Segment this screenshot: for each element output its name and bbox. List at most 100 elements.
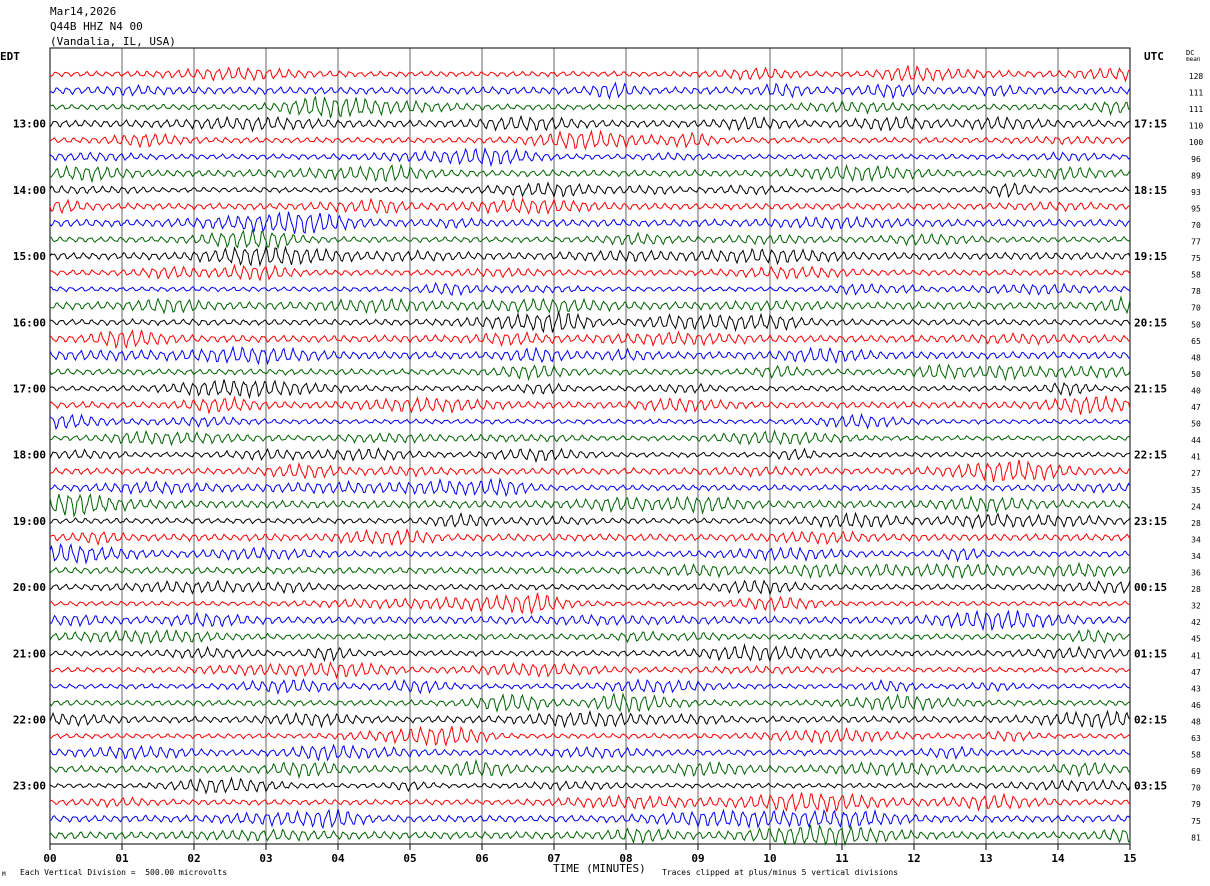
seismic-trace	[49, 263, 1131, 282]
station-code: Q44B HHZ N4 00	[50, 20, 143, 33]
dc-offset-label: 50	[1191, 370, 1201, 379]
seismic-trace	[49, 146, 1131, 168]
left-hour-label: 19:00	[13, 515, 46, 528]
seismic-trace	[49, 758, 1131, 779]
seismic-trace	[49, 394, 1131, 415]
right-hour-label: 17:15	[1134, 118, 1167, 131]
dc-offset-label: 65	[1191, 337, 1201, 346]
seismic-trace	[49, 561, 1131, 580]
dc-offset-label: 48	[1191, 717, 1201, 726]
dc-offset-label: 110	[1189, 122, 1204, 131]
left-hour-label: 15:00	[13, 250, 46, 263]
dc-offset-label: 50	[1191, 320, 1201, 329]
seismic-trace	[49, 412, 1131, 431]
seismic-trace	[49, 642, 1131, 663]
dc-offset-label: 58	[1191, 751, 1201, 760]
x-tick-label: 10	[763, 852, 776, 865]
dc-offset-label: 34	[1191, 552, 1201, 561]
dc-offset-label: 32	[1191, 602, 1201, 611]
dc-offset-label: 89	[1191, 171, 1201, 180]
dc-offset-label: 47	[1191, 668, 1201, 677]
dc-offset-label: 111	[1189, 105, 1204, 114]
dc-offset-label: 41	[1191, 453, 1201, 462]
right-hour-label: 19:15	[1134, 250, 1167, 263]
seismic-trace	[49, 459, 1131, 483]
x-tick-label: 00	[43, 852, 56, 865]
seismic-trace	[49, 678, 1131, 696]
right-hour-label: 01:15	[1134, 647, 1167, 660]
right-hour-label: 03:15	[1134, 780, 1167, 793]
seismic-trace	[49, 692, 1131, 714]
seismic-trace	[49, 609, 1131, 632]
dc-offset-label: 63	[1191, 734, 1201, 743]
seismic-trace	[49, 295, 1131, 315]
x-tick-label: 08	[619, 852, 632, 865]
seismic-trace	[49, 511, 1131, 530]
left-hour-label: 17:00	[13, 382, 46, 395]
seismic-trace	[49, 579, 1131, 596]
dc-offset-label: 48	[1191, 353, 1201, 362]
dc-offset-label: 24	[1191, 502, 1201, 511]
seismic-trace	[49, 808, 1131, 830]
seismic-trace	[49, 81, 1131, 100]
right-hour-label: 00:15	[1134, 581, 1167, 594]
dc-offset-label: 96	[1191, 155, 1201, 164]
x-tick-label: 14	[1051, 852, 1065, 865]
seismic-trace	[49, 163, 1131, 184]
x-tick-label: 15	[1123, 852, 1136, 865]
seismic-trace	[49, 493, 1131, 518]
station-location: (Vandalia, IL, USA)	[50, 35, 176, 48]
x-tick-label: 01	[115, 852, 129, 865]
seismic-trace	[49, 527, 1131, 547]
seismic-trace	[49, 245, 1131, 267]
record-date: Mar14,2026	[50, 5, 117, 18]
dc-offset-label: 41	[1191, 651, 1201, 660]
left-hour-label: 21:00	[13, 647, 46, 660]
dc-offset-label: 75	[1191, 817, 1201, 826]
dc-offset-label: 34	[1191, 535, 1201, 544]
seismic-trace	[49, 429, 1131, 447]
dc-offset-label: 75	[1191, 254, 1201, 263]
seismic-trace	[49, 114, 1131, 133]
dc-offset-label: 40	[1191, 386, 1201, 395]
seismic-trace	[49, 592, 1131, 615]
seismic-trace	[49, 447, 1131, 464]
x-tick-label: 04	[331, 852, 345, 865]
seismic-trace	[49, 628, 1131, 645]
x-tick-label: 06	[475, 852, 489, 865]
seismic-trace	[49, 211, 1131, 235]
dc-offset-label: 50	[1191, 420, 1201, 429]
x-tick-label: 13	[979, 852, 992, 865]
dc-offset-label: 100	[1189, 138, 1204, 147]
dc-offset-label: 70	[1191, 304, 1201, 313]
seismic-trace	[50, 311, 1131, 334]
scale-note: Each Vertical Division = 500.00 microvol…	[20, 868, 228, 877]
dc-offset-label: 95	[1191, 204, 1201, 213]
seismic-trace	[49, 181, 1131, 199]
seismic-trace	[49, 824, 1131, 847]
left-hour-label: 20:00	[13, 581, 46, 594]
left-hour-label: 14:00	[13, 184, 46, 197]
dc-offset-label: 111	[1189, 89, 1204, 98]
left-hour-label: 22:00	[13, 713, 46, 726]
right-hour-label: 23:15	[1134, 515, 1167, 528]
dc-offset-label: 46	[1191, 701, 1201, 710]
dc-offset-label: 36	[1191, 569, 1201, 578]
x-tick-label: 11	[835, 852, 849, 865]
dc-offset-label: 58	[1191, 271, 1201, 280]
dc-offset-label: 70	[1191, 221, 1201, 230]
right-hour-label: 21:15	[1134, 382, 1167, 395]
dc-offset-label: 28	[1191, 585, 1201, 594]
clip-note: Traces clipped at plus/minus 5 vertical …	[662, 868, 899, 877]
seismic-trace	[49, 709, 1131, 730]
dc-offset-label: 69	[1191, 767, 1201, 776]
seismic-trace	[49, 792, 1131, 813]
seismic-trace	[49, 197, 1131, 216]
dc-offset-label: 78	[1191, 287, 1201, 296]
x-tick-label: 09	[691, 852, 704, 865]
left-hour-label: 13:00	[13, 118, 46, 131]
dc-offset-label: 35	[1191, 486, 1201, 495]
dc-offset-label: 43	[1191, 684, 1201, 693]
x-axis-title: TIME (MINUTES)	[553, 862, 646, 875]
